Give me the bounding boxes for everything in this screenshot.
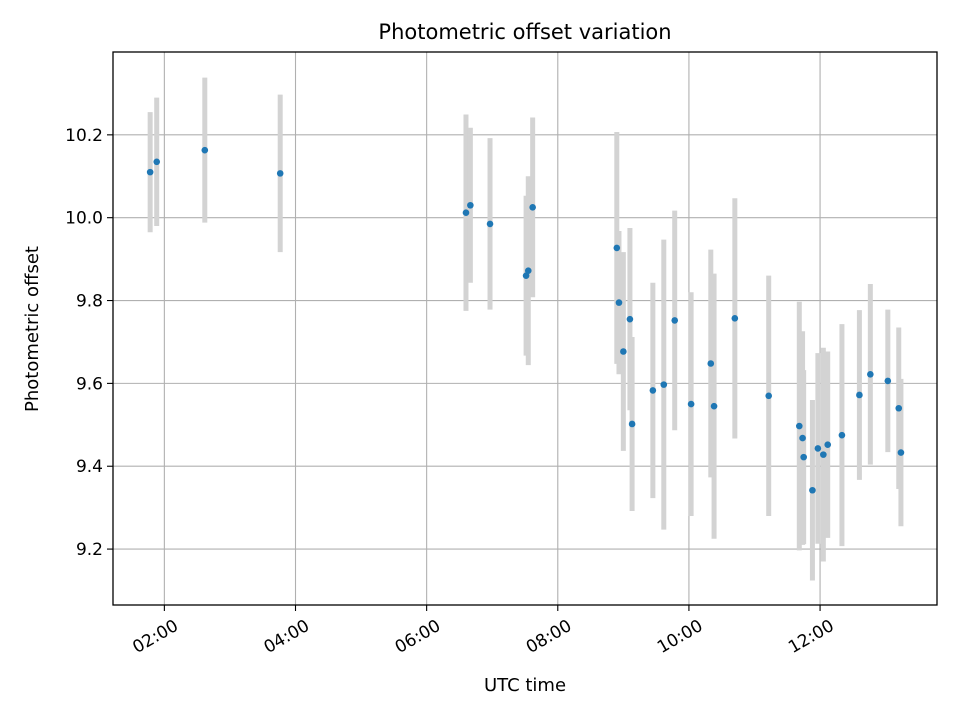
y-tick-label: 9.6 xyxy=(76,374,103,394)
data-point xyxy=(146,168,154,176)
data-point xyxy=(524,267,532,275)
y-tick-label: 10.2 xyxy=(65,126,103,146)
data-point xyxy=(856,391,863,399)
data-point xyxy=(660,381,668,388)
data-point xyxy=(799,434,806,442)
data-point xyxy=(613,244,621,252)
data-point xyxy=(486,220,494,228)
data-point xyxy=(824,441,832,448)
data-point xyxy=(687,400,695,408)
y-axis-label: Photometric offset xyxy=(22,246,43,412)
data-points xyxy=(146,146,905,494)
data-point xyxy=(707,360,715,367)
data-point xyxy=(153,158,161,166)
data-point xyxy=(731,315,739,322)
data-point xyxy=(897,449,905,456)
x-axis-label: UTC time xyxy=(484,675,566,696)
chart-title: Photometric offset variation xyxy=(378,20,671,44)
plot-frame xyxy=(112,51,938,606)
data-point xyxy=(809,486,816,494)
data-point xyxy=(620,348,627,355)
data-point xyxy=(796,422,803,430)
data-point xyxy=(765,392,773,400)
data-point xyxy=(615,299,623,306)
y-tick-label: 9.4 xyxy=(76,457,103,477)
data-point xyxy=(522,272,530,279)
y-tick-label: 9.8 xyxy=(76,292,103,312)
data-point xyxy=(462,209,470,217)
data-point xyxy=(201,146,209,154)
data-point xyxy=(814,445,822,452)
data-point xyxy=(884,377,892,385)
y-tick-label: 9.2 xyxy=(76,540,103,560)
y-tick-label: 10.0 xyxy=(65,209,103,229)
data-point xyxy=(800,453,807,461)
data-point xyxy=(649,387,657,394)
data-point xyxy=(529,204,536,211)
data-point xyxy=(895,404,903,412)
data-point xyxy=(820,451,827,458)
data-point xyxy=(626,315,634,323)
data-point xyxy=(276,170,284,177)
data-point xyxy=(628,420,636,428)
data-point xyxy=(710,402,718,410)
data-point xyxy=(867,370,874,378)
data-point xyxy=(467,201,474,209)
data-point xyxy=(671,317,679,324)
data-point xyxy=(838,431,846,439)
